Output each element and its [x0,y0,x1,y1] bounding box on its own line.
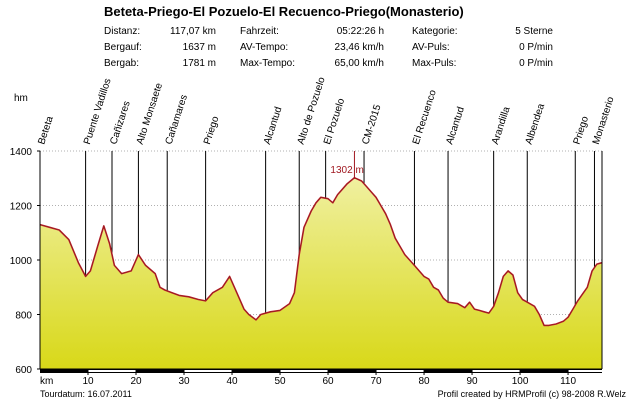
chart-title: Beteta-Priego-El Pozuelo-El Recuenco-Pri… [104,4,464,19]
tour-date: Tourdatum: 16.07.2011 [40,389,132,399]
elevation-line-shadow [39,177,603,326]
x-tick-label: 30 [178,376,190,387]
stat-value: 65,00 km/h [334,58,384,69]
waypoint-label: Alto Monsaete [135,81,165,146]
y-tick-label: 1200 [10,202,33,213]
y-tick-label: 1400 [10,147,33,158]
waypoint-label: Beteta [36,115,56,146]
x-tick-label: 100 [512,376,529,387]
x-tick-label: 80 [418,376,430,387]
stat-value: 1637 m [182,42,216,53]
waypoint-label: Puente Vadillos [82,77,114,146]
waypoint-label: CM-2015 [360,103,383,146]
stat-value: 5 Sterne [515,26,553,37]
stat-label: Bergab: [104,58,140,69]
x-axis-band-segment [280,370,329,372]
waypoint-label: Priego [202,115,222,146]
x-tick-label: 70 [370,376,382,387]
stat-value: 1781 m [182,58,216,69]
waypoint-label: Arandilla [490,105,513,146]
credit-text: Profil created by HRMProfil (c) 98-2008 … [437,389,626,399]
x-tick-label: 60 [322,376,334,387]
y-tick-label: 800 [15,311,32,322]
x-tick-label: 90 [466,376,478,387]
stat-label: Max-Tempo: [240,58,296,69]
waypoint-label: El Pozuelo [322,97,347,146]
stat-label: Bergauf: [104,42,142,53]
waypoint-label: Priego [572,115,592,146]
x-axis-band-segment [88,370,137,372]
waypoint-label: Albendea [524,102,548,146]
x-tick-label: 40 [226,376,238,387]
y-axis-label: hm [14,93,28,104]
stat-label: Fahrzeit: [240,26,279,37]
waypoint-label: Cañamares [164,93,190,146]
stat-value: 0 P/min [519,42,553,53]
stat-label: Max-Puls: [412,58,457,69]
y-tick-label: 600 [15,365,32,376]
x-tick-label: 20 [130,376,142,387]
stat-value: 05:22:26 h [336,26,384,37]
x-axis-band-segment [376,370,425,372]
x-axis-label: km [40,376,53,387]
stat-label: Distanz: [104,26,141,37]
stat-value: 0 P/min [519,58,553,69]
stat-label: AV-Tempo: [240,42,289,53]
waypoint-label: Alcantud [444,106,466,146]
stat-value: 117,07 km [170,26,216,37]
y-tick-label: 1000 [10,256,33,267]
x-axis-band-segment [184,370,233,372]
x-tick-label: 50 [274,376,286,387]
x-tick-label: 10 [82,376,94,387]
stat-label: Kategorie: [412,26,458,37]
waypoint-label: Alcantud [262,106,284,146]
waypoint-label: Cañizares [108,100,132,146]
stat-value: 23,46 km/h [334,42,384,53]
x-axis-band-segment [568,370,602,372]
max-elevation-label: 1302 m [330,165,363,176]
waypoint-label: Monasterio [591,95,617,146]
x-axis-band-segment [472,370,521,372]
stat-label: AV-Puls: [412,42,450,53]
waypoint-label: Alto de Pozuelo [296,75,328,145]
elevation-area [40,177,602,369]
x-tick-label: 110 [560,376,576,387]
waypoint-label: El Recuenco [411,88,439,146]
